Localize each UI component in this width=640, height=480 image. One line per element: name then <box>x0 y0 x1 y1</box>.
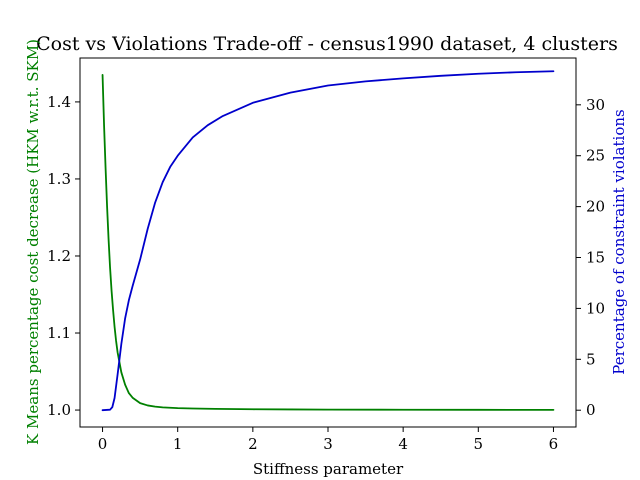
y-right-tick-label: 10 <box>586 299 605 317</box>
x-tick-label: 5 <box>474 435 484 453</box>
plot-frame <box>79 57 577 428</box>
x-tick-label: 3 <box>323 435 333 453</box>
plot-area <box>79 57 577 428</box>
y-right-tick-label: 0 <box>586 401 596 419</box>
x-tick-label: 1 <box>173 435 183 453</box>
y-left-tick-label: 1.2 <box>47 247 71 265</box>
series-layer <box>101 70 555 412</box>
y-right-axis: 0 5 10 15 20 25 30 <box>576 96 605 419</box>
x-axis: 0 1 2 3 4 5 6 <box>98 427 558 453</box>
x-tick-label: 4 <box>398 435 408 453</box>
violations-series-line <box>101 70 555 412</box>
y-left-tick-label: 1.3 <box>47 170 71 188</box>
y-right-tick-label: 30 <box>586 96 605 114</box>
x-tick-label: 6 <box>549 435 559 453</box>
y-left-tick-label: 1.4 <box>47 93 71 111</box>
y-right-tick-label: 25 <box>586 147 605 165</box>
y-left-axis-label: K Means percentage cost decrease (HKM w.… <box>24 39 42 445</box>
y-left-tick-label: 1.1 <box>47 324 71 342</box>
y-left-tick-label: 1.0 <box>47 401 71 419</box>
x-tick-label: 2 <box>248 435 258 453</box>
x-tick-label: 0 <box>98 435 108 453</box>
y-right-axis-label: Percentage of constraint violations <box>610 109 628 374</box>
y-right-tick-label: 20 <box>586 198 605 216</box>
x-axis-label: Stiffness parameter <box>253 460 404 478</box>
y-left-axis: 1.0 1.1 1.2 1.3 1.4 <box>47 93 80 419</box>
chart-title: Cost vs Violations Trade-off - census199… <box>36 33 618 55</box>
y-right-tick-label: 5 <box>586 350 596 368</box>
cost-series-line <box>101 74 555 411</box>
y-right-tick-label: 15 <box>586 249 605 267</box>
